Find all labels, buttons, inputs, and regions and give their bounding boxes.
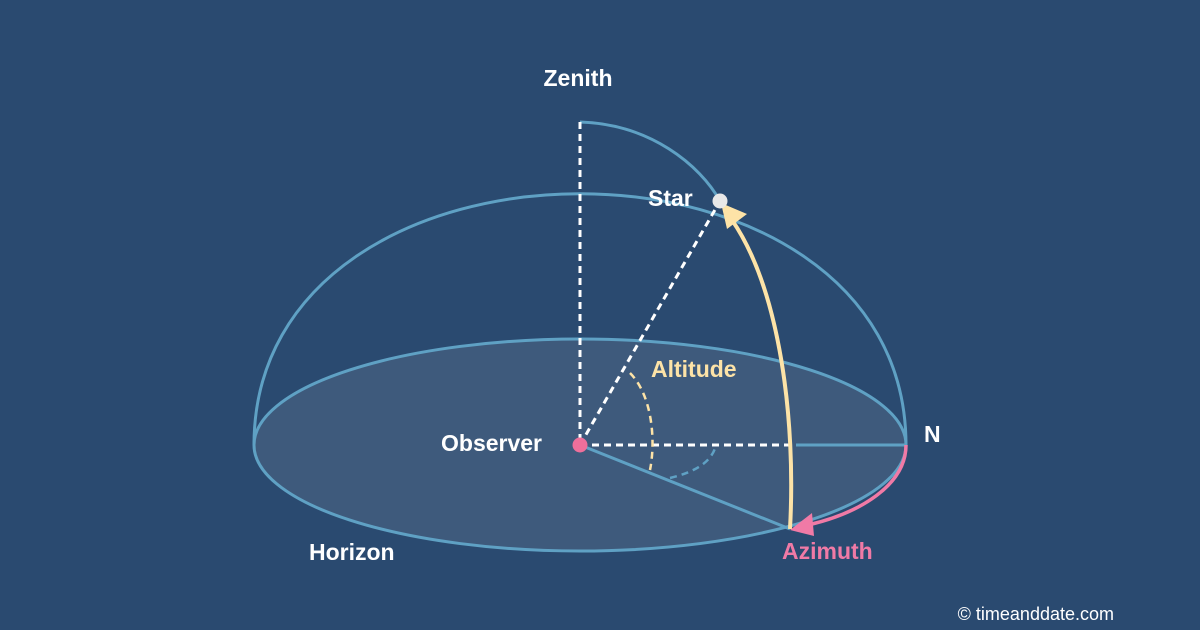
star-dot [712,193,728,209]
observer-to-star-dashed-line [578,200,722,446]
observer-dot [572,437,588,453]
zenith-label: Zenith [544,65,613,91]
observer-label: Observer [441,430,542,456]
star-label: Star [648,185,693,211]
celestial-dome [252,192,908,446]
azimuth-arrow-arc [807,444,908,527]
azimuth-label: Azimuth [782,538,873,564]
star-meridian-arc [579,120,722,202]
copyright-credit: © timeanddate.com [958,604,1114,624]
azimuth-arrowhead [790,513,814,536]
altitude-arrowhead [721,203,747,229]
azimuth-angle-arc [669,444,718,480]
observer-to-azimuth-line [579,443,791,531]
north-label: N [924,421,941,447]
altitude-label: Altitude [651,356,737,382]
altitude-arrow-arc [730,218,794,530]
altitude-angle-arc [629,372,654,471]
horizon-label: Horizon [309,539,395,565]
